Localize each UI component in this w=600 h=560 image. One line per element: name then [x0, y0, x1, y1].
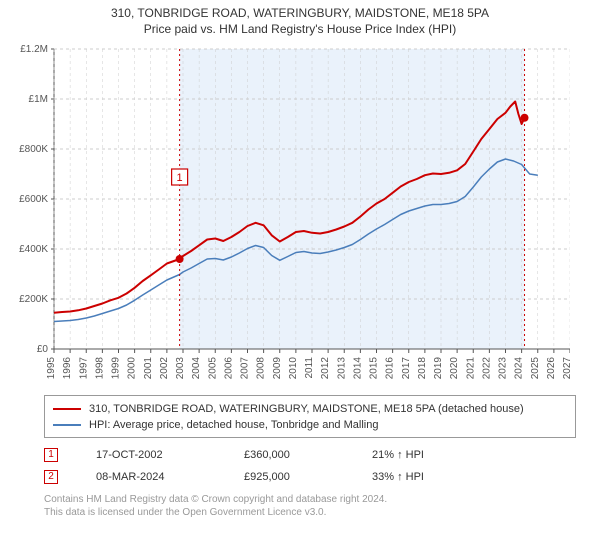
svg-text:1: 1 — [177, 172, 183, 184]
marker-table: 1 17-OCT-2002 £360,000 21% ↑ HPI 2 08-MAR-202… — [44, 444, 590, 488]
svg-text:2016: 2016 — [385, 357, 396, 380]
svg-text:2017: 2017 — [401, 357, 412, 380]
legend: 310, TONBRIDGE ROAD, WATERINGBURY, MAIDS… — [44, 395, 576, 438]
legend-item: 310, TONBRIDGE ROAD, WATERINGBURY, MAIDS… — [53, 401, 567, 417]
svg-text:2027: 2027 — [562, 357, 570, 380]
svg-text:£200K: £200K — [19, 294, 48, 305]
marker-pct: 33% ↑ HPI — [372, 471, 492, 483]
svg-text:2006: 2006 — [223, 357, 234, 380]
footer-licence: This data is licensed under the Open Gov… — [44, 507, 590, 520]
marker-row: 1 17-OCT-2002 £360,000 21% ↑ HPI — [44, 444, 590, 466]
legend-label: HPI: Average price, detached house, Tonb… — [89, 419, 378, 431]
marker-date: 08-MAR-2024 — [96, 471, 206, 483]
svg-text:2008: 2008 — [256, 357, 267, 380]
price-chart: £0 £200K £400K £600K £800K £1M £1.2M 1995 1996 19… — [10, 45, 590, 385]
svg-text:2020: 2020 — [449, 357, 460, 380]
svg-text:2000: 2000 — [127, 357, 138, 380]
marker-price: £360,000 — [244, 449, 334, 461]
svg-text:2026: 2026 — [546, 357, 557, 380]
svg-text:2002: 2002 — [159, 357, 170, 380]
marker-pct: 21% ↑ HPI — [372, 449, 492, 461]
svg-text:2010: 2010 — [288, 357, 299, 380]
svg-text:1996: 1996 — [62, 357, 73, 380]
title-subtitle: Price paid vs. HM Land Registry's House … — [10, 22, 590, 37]
svg-text:1999: 1999 — [111, 357, 122, 380]
marker-row: 2 08-MAR-2024 £925,000 33% ↑ HPI — [44, 466, 590, 488]
svg-text:2013: 2013 — [336, 357, 347, 380]
title-address: 310, TONBRIDGE ROAD, WATERINGBURY, MAIDS… — [10, 6, 590, 21]
svg-text:1997: 1997 — [78, 357, 89, 380]
marker-date: 17-OCT-2002 — [96, 449, 206, 461]
svg-text:2014: 2014 — [352, 357, 363, 380]
svg-text:2009: 2009 — [272, 357, 283, 380]
marker-number-box: 1 — [44, 448, 58, 462]
svg-text:2011: 2011 — [304, 357, 315, 379]
svg-text:2025: 2025 — [530, 357, 541, 380]
legend-item: HPI: Average price, detached house, Tonb… — [53, 417, 567, 433]
legend-label: 310, TONBRIDGE ROAD, WATERINGBURY, MAIDS… — [89, 403, 524, 415]
svg-text:£400K: £400K — [19, 244, 48, 255]
svg-text:2012: 2012 — [320, 357, 331, 380]
svg-text:2019: 2019 — [433, 357, 444, 380]
marker-number-box: 2 — [44, 470, 58, 484]
svg-text:£800K: £800K — [19, 144, 48, 155]
svg-text:2003: 2003 — [175, 357, 186, 380]
svg-text:£1M: £1M — [29, 94, 48, 105]
svg-text:2018: 2018 — [417, 357, 428, 380]
svg-text:2024: 2024 — [514, 357, 525, 380]
svg-text:£600K: £600K — [19, 194, 48, 205]
marker-price: £925,000 — [244, 471, 334, 483]
svg-text:2007: 2007 — [240, 357, 251, 380]
svg-text:2004: 2004 — [191, 357, 202, 380]
legend-swatch — [53, 408, 81, 410]
svg-text:£1.2M: £1.2M — [20, 45, 48, 55]
svg-text:2001: 2001 — [143, 357, 154, 380]
svg-text:2023: 2023 — [498, 357, 509, 380]
legend-swatch — [53, 424, 81, 426]
svg-text:1995: 1995 — [46, 357, 57, 380]
svg-text:2005: 2005 — [207, 357, 218, 380]
svg-text:1998: 1998 — [94, 357, 105, 380]
footer-copyright: Contains HM Land Registry data © Crown c… — [44, 494, 590, 507]
svg-text:2015: 2015 — [369, 357, 380, 380]
svg-text:2021: 2021 — [465, 357, 476, 380]
svg-text:£0: £0 — [37, 344, 49, 355]
svg-text:2022: 2022 — [481, 357, 492, 380]
